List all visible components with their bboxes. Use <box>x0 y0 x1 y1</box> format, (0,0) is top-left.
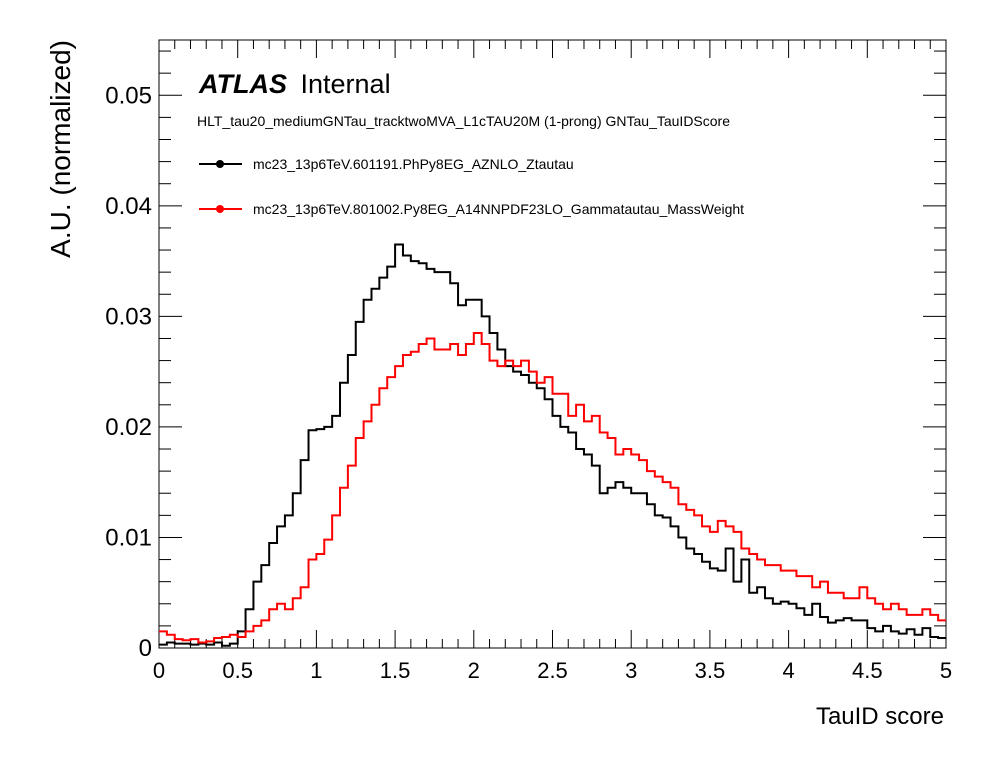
atlas-label: ATLAS Internal <box>198 69 391 99</box>
x-tick-label: 4 <box>782 658 794 683</box>
y-tick-label: 0.05 <box>105 82 152 109</box>
legend-entry-ztautau: mc23_13p6TeV.601191.PhPy8EG_AZNLO_Ztauta… <box>199 156 574 172</box>
legend-marker-gammatautau <box>216 205 224 213</box>
x-tick-label: 4.5 <box>852 658 883 683</box>
y-tick-label: 0.02 <box>105 414 152 441</box>
y-tick-label: 0.04 <box>105 193 152 220</box>
x-tick-label: 2 <box>468 658 480 683</box>
x-tick-label: 1.5 <box>380 658 411 683</box>
y-tick-label: 0.03 <box>105 303 152 330</box>
x-tick-label: 5 <box>940 658 952 683</box>
series-line-1 <box>159 331 946 644</box>
series-line-0 <box>159 243 946 647</box>
x-tick-label: 2.5 <box>537 658 568 683</box>
legend-marker-ztautau <box>216 160 224 168</box>
series-layer <box>159 243 946 647</box>
x-tick-label: 3.5 <box>695 658 726 683</box>
legend-label-ztautau: mc23_13p6TeV.601191.PhPy8EG_AZNLO_Ztauta… <box>253 156 574 172</box>
legend-entry-gammatautau: mc23_13p6TeV.801002.Py8EG_A14NNPDF23LO_G… <box>199 201 744 217</box>
x-tick-label: 0.5 <box>222 658 253 683</box>
y-axis-label: A.U. (normalized) <box>45 40 76 258</box>
x-tick-label: 0 <box>153 658 165 683</box>
chart-subtitle: HLT_tau20_mediumGNTau_tracktwoMVA_L1cTAU… <box>197 113 730 129</box>
x-axis-label: TauID score <box>816 703 944 730</box>
axis-tick-labels: 0 0.5 1 1.5 2 2.5 3 3.5 4 4.5 5 0 0.01 0.02 0.03 0.04 0.… <box>105 82 952 683</box>
axis-ticks <box>158 40 947 649</box>
legend-label-gammatautau: mc23_13p6TeV.801002.Py8EG_A14NNPDF23LO_G… <box>253 201 744 217</box>
y-tick-label: 0.01 <box>105 524 152 551</box>
legend: mc23_13p6TeV.601191.PhPy8EG_AZNLO_Ztauta… <box>199 156 744 217</box>
x-tick-label: 1 <box>310 658 322 683</box>
y-tick-label: 0 <box>139 635 152 662</box>
x-tick-label: 3 <box>625 658 637 683</box>
atlas-status-text: Internal <box>301 69 391 99</box>
plot-frame <box>158 39 947 649</box>
atlas-label-text: ATLAS <box>198 69 287 99</box>
